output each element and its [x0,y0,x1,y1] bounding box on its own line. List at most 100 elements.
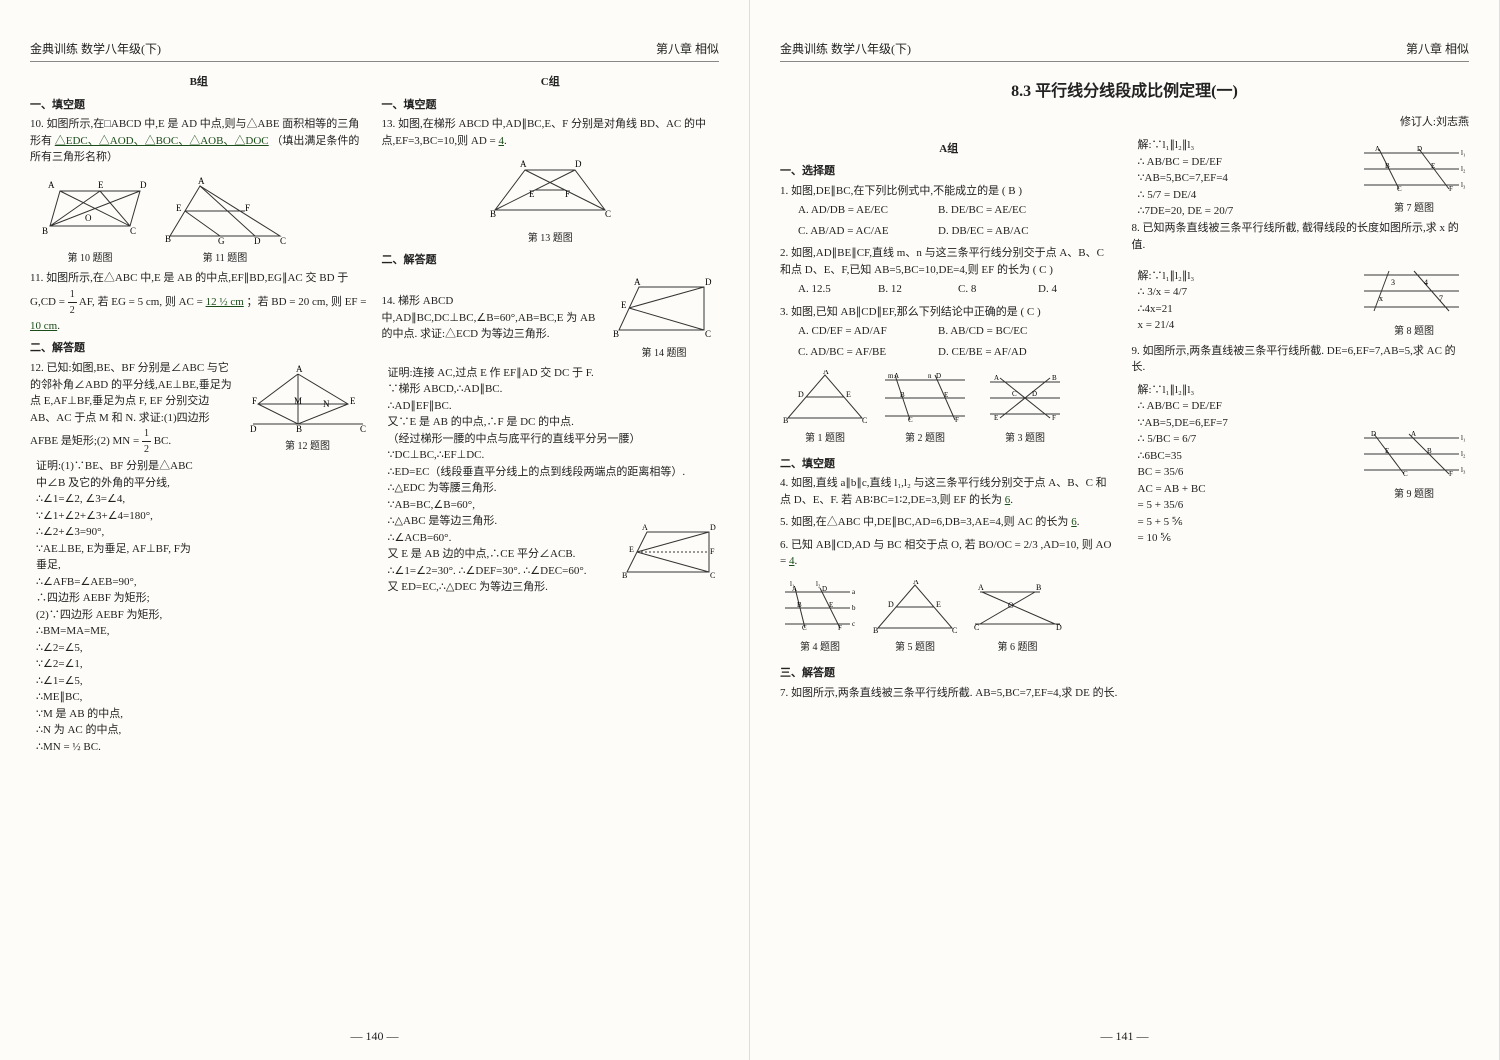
q2-d: D. 4 [1038,281,1098,298]
svg-text:A: A [520,159,527,169]
col-c: C组 一、填空题 13. 如图,在梯形 ABCD 中,AD∥BC,E、F 分别是… [382,70,720,761]
svg-text:D: D [1032,390,1037,398]
chapter-ref: 第八章 相似 [656,40,719,58]
book-title-r: 金典训练 数学八年级(下) [780,40,911,58]
sol-line: 解:∵l₁∥l₂∥l₃ [1138,268,1350,285]
fig10-11-row: AED BOC 第 10 题图 AEF BGDC 第 11 题图 [30,172,368,271]
q3-d: D. CE/BE = AF/AD [938,344,1058,361]
q11-ans1: 12 ½ cm [206,296,244,308]
q11-ans2: 10 cm [30,320,57,332]
svg-text:E: E [994,414,998,422]
group-c-hdr: C组 [382,74,720,91]
svg-text:E: E [944,391,948,399]
pf-line: ∵AB=BC,∠B=60°, [388,497,720,514]
svg-text:E: E [1385,447,1389,455]
fig9: DAl₁EBl₂CFl₃ 第 9 题图 [1359,426,1469,502]
fig13-cap: 第 13 题图 [382,231,720,246]
svg-text:C: C [130,226,136,236]
svg-text:E: E [529,189,535,199]
svg-text:B: B [783,416,788,425]
q1-c: C. AB/AD = AC/AE [798,223,918,240]
q13-ans: 4 [499,135,505,147]
svg-text:C: C [360,424,366,434]
svg-text:A: A [792,585,797,593]
pf-line: ∴四边形 AEBF 为矩形; [36,590,368,607]
pf-line: ∴∠1=∠2=30°. ∴∠DEF=30°. ∴∠DEC=60°. [388,563,610,580]
q3-b: B. AB/CD = BC/EC [938,323,1058,340]
svg-text:D: D [254,236,261,246]
fig12: AFE MN DBC 第 12 题图 [248,364,368,455]
header-right: 金典训练 数学八年级(下) 第八章 相似 [780,40,1469,62]
sol-line: = 5 + 5 ⅚ [1138,514,1350,531]
svg-text:4: 4 [1424,278,1428,287]
q9-text: 9. 如图所示,两条直线被三条平行线所截. DE=6,EF=7,AB=5,求 A… [1132,345,1456,374]
svg-text:E: E [1431,162,1435,170]
q3-c: C. AD/BC = AF/BE [798,344,918,361]
sol-line: ∴7DE=20, DE = 20/7 [1138,203,1350,220]
col-b: B组 一、填空题 10. 如图所示,在□ABCD 中,E 是 AD 中点,则与△… [30,70,368,761]
q7: 7. 如图所示,两条直线被三条平行线所截. AB=5,BC=7,EF=4,求 D… [780,685,1118,702]
svg-text:E: E [350,396,356,406]
svg-text:C: C [974,623,979,632]
q12-frac: 12 [142,426,151,457]
q11-frac: 12 [68,287,77,318]
q2-c: C. 8 [958,281,1018,298]
pf-line: ∵∠2=∠1, [36,656,368,673]
sect-c1: 一、填空题 [382,97,720,114]
fig8-cap: 第 8 题图 [1359,324,1469,339]
fig6-cap: 第 6 题图 [970,640,1065,655]
sol-line: 解:∵l₁∥l₂∥l₃ [1138,382,1350,399]
svg-text:D: D [710,523,716,532]
svg-text:E: E [176,203,182,213]
svg-text:N: N [323,399,330,409]
pf-line: ∴△ABC 是等边三角形. [388,513,610,530]
svg-text:A: A [642,523,648,532]
pf-line: ∴ED=EC（线段垂直平分线上的点到线段两端点的距离相等）. [388,464,720,481]
pf-line: 又 ED=EC,∴△DEC 为等边三角形. [388,579,610,596]
fig6: ABOCD 第 6 题图 [970,580,1065,656]
fig3: ABCDEF 第 3 题图 [980,370,1070,446]
page-right: 金典训练 数学八年级(下) 第八章 相似 8.3 平行线分线段成比例定理(一) … [750,0,1500,1060]
svg-text:B: B [873,626,878,635]
svg-text:D: D [822,585,827,593]
col-r: 解:∵l₁∥l₂∥l₃ ∴ AB/BC = DE/EF ∵AB=5,BC=7,E… [1132,137,1470,708]
pf-line: 证明:(1)∵BE、BF 分别是△ABC [36,458,368,475]
fig2-cap: 第 2 题图 [880,431,970,446]
svg-text:B: B [900,391,905,399]
sol-line: ∴ 5/BC = 6/7 [1138,431,1350,448]
svg-text:D: D [798,390,804,399]
q8-text: 8. 已知两条直线被三条平行线所截, 截得线段的长度如图所示,求 x 的值. [1132,222,1459,251]
svg-text:l₂: l₂ [1461,450,1466,458]
svg-text:F: F [1052,414,1056,422]
svg-text:D: D [1056,623,1062,632]
fig11: AEF BGDC 第 11 题图 [160,176,290,267]
page-left: 金典训练 数学八年级(下) 第八章 相似 B组 一、填空题 10. 如图所示,在… [0,0,750,1060]
q7-text: 7. 如图所示,两条直线被三条平行线所截. AB=5,BC=7,EF=4,求 D… [780,687,1117,699]
fig7: ADl₁BEl₂CFl₃ 第 7 题图 [1359,141,1469,217]
svg-text:B: B [490,209,496,219]
svg-text:E: E [621,300,627,310]
group-b-hdr: B组 [30,74,368,91]
fig14-cap: 第 14 题图 [609,346,719,361]
sol-line: = 5 + 35/6 [1138,497,1350,514]
svg-text:C: C [908,416,913,424]
svg-text:B: B [1427,447,1432,455]
fig4: abcl₁l₂ADBECF 第 4 题图 [780,580,860,656]
svg-text:A: A [994,374,999,382]
svg-text:n: n [928,372,932,380]
left-columns: B组 一、填空题 10. 如图所示,在□ABCD 中,E 是 AD 中点,则与△… [30,70,719,761]
q11: 11. 如图所示,在△ABC 中,E 是 AB 的中点,EF∥BD,EG∥AC … [30,270,368,334]
q5-text: 5. 如图,在△ABC 中,DE∥BC,AD=6,DB=3,AE=4,则 AC … [780,516,1068,528]
svg-text:A: A [48,180,55,190]
pf-line: ∴AD∥EF∥BC. [388,398,720,415]
q2-text: 2. 如图,AD∥BE∥CF,直线 m、n 与这三条平行线分别交于点 A、B、C… [780,245,1118,278]
svg-text:C: C [862,416,867,425]
svg-text:b: b [852,604,856,612]
q2-a: A. 12.5 [798,281,858,298]
col-a: A组 一、选择题 1. 如图,DE∥BC,在下列比例式中,不能成立的是 ( B … [780,137,1118,708]
sol7: 解:∵l₁∥l₂∥l₃ ∴ AB/BC = DE/EF ∵AB=5,BC=7,E… [1138,137,1350,220]
svg-text:B: B [797,601,802,609]
q6: 6. 已知 AB∥CD,AD 与 BC 相交于点 O, 若 BO/OC = 2/… [780,537,1118,570]
sect-b2: 二、解答题 [30,340,368,357]
svg-text:C: C [1012,390,1017,398]
